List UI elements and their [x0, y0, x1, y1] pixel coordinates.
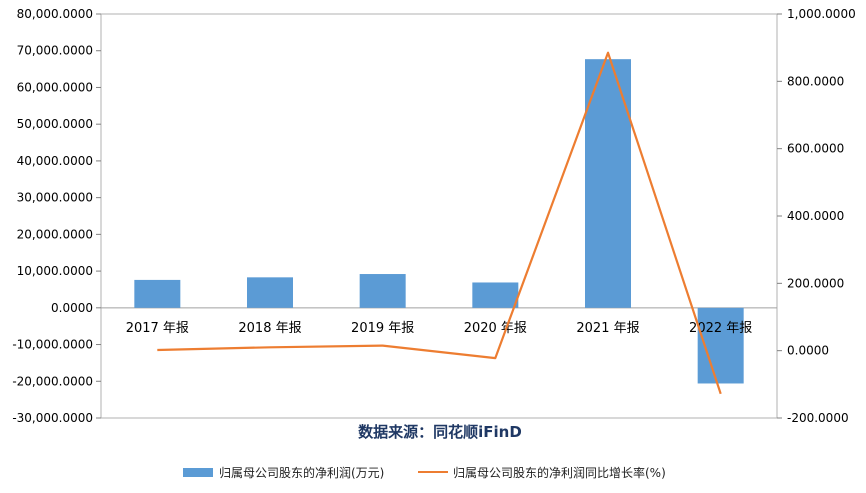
- plot-border: [100, 13, 778, 419]
- line-series: [157, 51, 722, 395]
- growth-rate-line: [157, 51, 722, 395]
- left-tick-label: 80,000.0000: [17, 7, 93, 21]
- category-label: 2021 年报: [576, 321, 639, 336]
- left-tick-label: 20,000.0000: [17, 227, 93, 241]
- bar-4: [472, 282, 519, 308]
- bar-series: [134, 59, 744, 384]
- legend-label-bar: 归属母公司股东的净利润(万元): [219, 465, 384, 480]
- left-tick-label: -30,000.0000: [12, 411, 93, 425]
- left-tick-label: 0.0000: [51, 301, 93, 315]
- bar-1: [134, 279, 181, 308]
- right-tick-label: 1,000.0000: [787, 7, 856, 21]
- right-tick-label: 0.0000: [787, 344, 829, 358]
- right-y-axis: 1,000.0000 800.0000 600.0000 400.0000 200.00…: [777, 7, 856, 425]
- right-tick-label: 200.0000: [787, 276, 844, 290]
- left-tick-label: 10,000.0000: [17, 264, 93, 278]
- bar-3: [359, 274, 406, 308]
- category-label: 2019 年报: [351, 321, 414, 336]
- left-tick-label: 70,000.0000: [17, 44, 93, 58]
- category-label: 2017 年报: [126, 321, 189, 336]
- category-label: 2020 年报: [464, 321, 527, 336]
- category-label: 2022 年报: [689, 321, 752, 336]
- left-tick-label: 40,000.0000: [17, 154, 93, 168]
- right-tick-label: -200.0000: [787, 411, 849, 425]
- left-tick-label: 30,000.0000: [17, 191, 93, 205]
- left-y-axis: 80,000.0000 70,000.0000 60,000.0000 50,000.…: [12, 7, 101, 425]
- plot-area: [100, 13, 778, 419]
- left-tick-label: -20,000.0000: [12, 374, 93, 388]
- left-tick-label: 60,000.0000: [17, 80, 93, 94]
- data-source-label: 数据来源：同花顺iFinD: [358, 423, 522, 441]
- legend-swatch-bar: [183, 468, 213, 477]
- right-tick-label: 600.0000: [787, 142, 844, 156]
- legend-label-line: 归属母公司股东的净利润同比增长率(%): [453, 465, 666, 480]
- right-tick-label: 400.0000: [787, 209, 844, 223]
- left-tick-label: 50,000.0000: [17, 117, 93, 131]
- category-labels: 2017 年报 2018 年报 2019 年报 2020 年报 2021 年报 2022 …: [126, 321, 753, 336]
- right-tick-label: 800.0000: [787, 74, 844, 88]
- left-tick-label: -10,000.0000: [12, 338, 93, 352]
- category-label: 2018 年报: [238, 321, 301, 336]
- legend: 归属母公司股东的净利润(万元) 归属母公司股东的净利润同比增长率(%): [183, 465, 666, 480]
- bar-2: [247, 277, 293, 308]
